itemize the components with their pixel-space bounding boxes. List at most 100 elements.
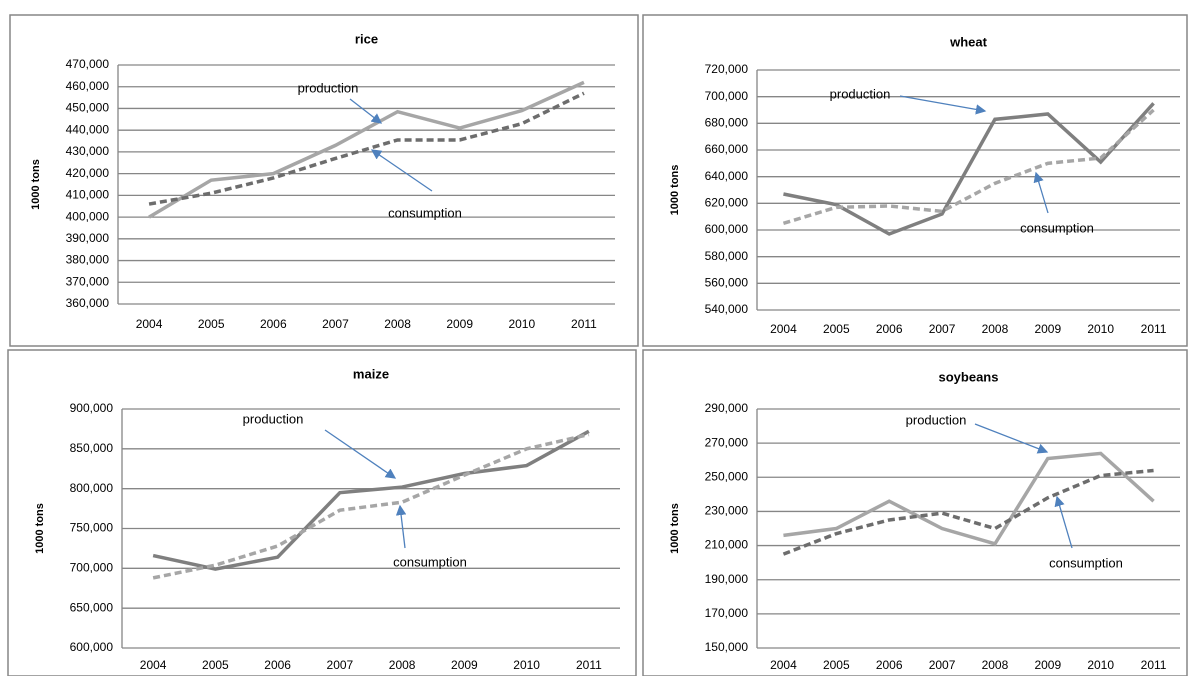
y-tick-label: 600,000 <box>70 640 114 654</box>
series-annotation: consumption <box>393 554 467 569</box>
y-tick-label: 250,000 <box>705 469 749 483</box>
series-line <box>783 451 1155 546</box>
x-tick-label: 2011 <box>576 658 602 672</box>
y-tick-label: 700,000 <box>705 89 749 103</box>
x-tick-label: 2006 <box>264 658 291 672</box>
x-tick-label: 2007 <box>929 658 956 672</box>
y-tick-label: 800,000 <box>70 481 114 495</box>
y-tick-label: 230,000 <box>705 504 749 518</box>
x-tick-label: 2005 <box>198 317 225 331</box>
x-tick-label: 2006 <box>260 317 287 331</box>
x-tick-label: 2009 <box>1034 322 1061 336</box>
series-annotation: production <box>298 80 359 95</box>
panel-border <box>7 349 637 676</box>
y-tick-label: 700,000 <box>70 561 114 575</box>
annotation-arrow <box>974 423 1049 454</box>
series-line <box>783 102 1155 236</box>
chart-title: soybeans <box>939 369 999 384</box>
x-tick-label: 2008 <box>982 322 1009 336</box>
x-tick-label: 2004 <box>136 317 163 331</box>
x-tick-label: 2011 <box>1141 322 1167 336</box>
x-tick-label: 2008 <box>982 658 1009 672</box>
y-tick-label: 360,000 <box>66 296 110 310</box>
y-tick-label: 150,000 <box>705 640 749 654</box>
series-line <box>152 432 590 580</box>
y-tick-label: 380,000 <box>66 253 110 267</box>
y-tick-label: 850,000 <box>70 441 114 455</box>
x-tick-label: 2007 <box>327 658 354 672</box>
y-tick-label: 620,000 <box>705 196 749 210</box>
annotation-arrow <box>1054 495 1073 549</box>
series-annotation: consumption <box>1049 555 1123 570</box>
y-tick-label: 640,000 <box>705 169 749 183</box>
panel-border <box>642 14 1188 347</box>
y-tick-label: 190,000 <box>705 572 749 586</box>
series-line <box>148 91 585 206</box>
y-tick-label: 660,000 <box>705 142 749 156</box>
y-tick-label: 900,000 <box>70 401 114 415</box>
panel-border <box>642 349 1188 676</box>
series-annotation: consumption <box>1020 220 1094 235</box>
y-tick-label: 750,000 <box>70 521 114 535</box>
chart-title: wheat <box>949 34 988 49</box>
annotation-arrow <box>899 95 987 115</box>
y-axis-label: 1000 tons <box>669 165 681 216</box>
y-tick-label: 390,000 <box>66 231 110 245</box>
x-tick-label: 2010 <box>508 317 535 331</box>
y-tick-label: 370,000 <box>66 274 110 288</box>
series-line <box>148 80 585 219</box>
panel-border <box>9 14 639 347</box>
x-tick-label: 2005 <box>823 658 850 672</box>
x-tick-label: 2004 <box>770 322 797 336</box>
annotation-arrow <box>324 429 397 479</box>
x-tick-label: 2004 <box>140 658 167 672</box>
x-tick-label: 2008 <box>389 658 416 672</box>
series-annotation: production <box>830 86 891 101</box>
x-tick-label: 2010 <box>1087 322 1114 336</box>
x-tick-label: 2008 <box>384 317 411 331</box>
y-tick-label: 410,000 <box>66 188 110 202</box>
y-tick-label: 460,000 <box>66 79 110 93</box>
y-tick-label: 650,000 <box>70 600 114 614</box>
series-line <box>152 429 590 571</box>
x-tick-label: 2006 <box>876 322 903 336</box>
series-annotation: consumption <box>388 205 462 220</box>
y-tick-label: 420,000 <box>66 166 110 180</box>
x-tick-label: 2009 <box>1034 658 1061 672</box>
chart-title: rice <box>355 31 378 46</box>
y-axis-label: 1000 tons <box>669 503 681 554</box>
chart-title: maize <box>353 366 389 381</box>
annotation-arrow <box>1033 171 1049 214</box>
x-tick-label: 2007 <box>929 322 956 336</box>
series-line <box>782 108 1155 226</box>
series-line <box>782 468 1154 556</box>
y-tick-label: 400,000 <box>66 209 110 223</box>
x-tick-label: 2010 <box>513 658 540 672</box>
x-tick-label: 2005 <box>823 322 850 336</box>
y-tick-label: 290,000 <box>705 401 749 415</box>
y-tick-label: 170,000 <box>705 606 749 620</box>
y-tick-label: 440,000 <box>66 122 110 136</box>
x-tick-label: 2011 <box>1141 658 1167 672</box>
y-tick-label: 210,000 <box>705 538 749 552</box>
y-tick-label: 430,000 <box>66 144 110 158</box>
annotation-arrow <box>370 149 433 192</box>
x-tick-label: 2009 <box>451 658 478 672</box>
x-tick-label: 2004 <box>770 658 797 672</box>
y-tick-label: 470,000 <box>66 57 110 71</box>
y-tick-label: 450,000 <box>66 101 110 115</box>
y-axis-label: 1000 tons <box>30 159 42 210</box>
annotation-arrow <box>349 98 383 124</box>
y-tick-label: 680,000 <box>705 116 749 130</box>
x-tick-label: 2006 <box>876 658 903 672</box>
x-tick-label: 2009 <box>446 317 473 331</box>
y-axis-label: 1000 tons <box>34 503 46 554</box>
series-annotation: production <box>243 411 304 426</box>
y-tick-label: 600,000 <box>705 222 749 236</box>
x-tick-label: 2011 <box>571 317 597 331</box>
y-tick-label: 720,000 <box>705 62 749 76</box>
x-tick-label: 2005 <box>202 658 229 672</box>
series-annotation: production <box>906 412 967 427</box>
